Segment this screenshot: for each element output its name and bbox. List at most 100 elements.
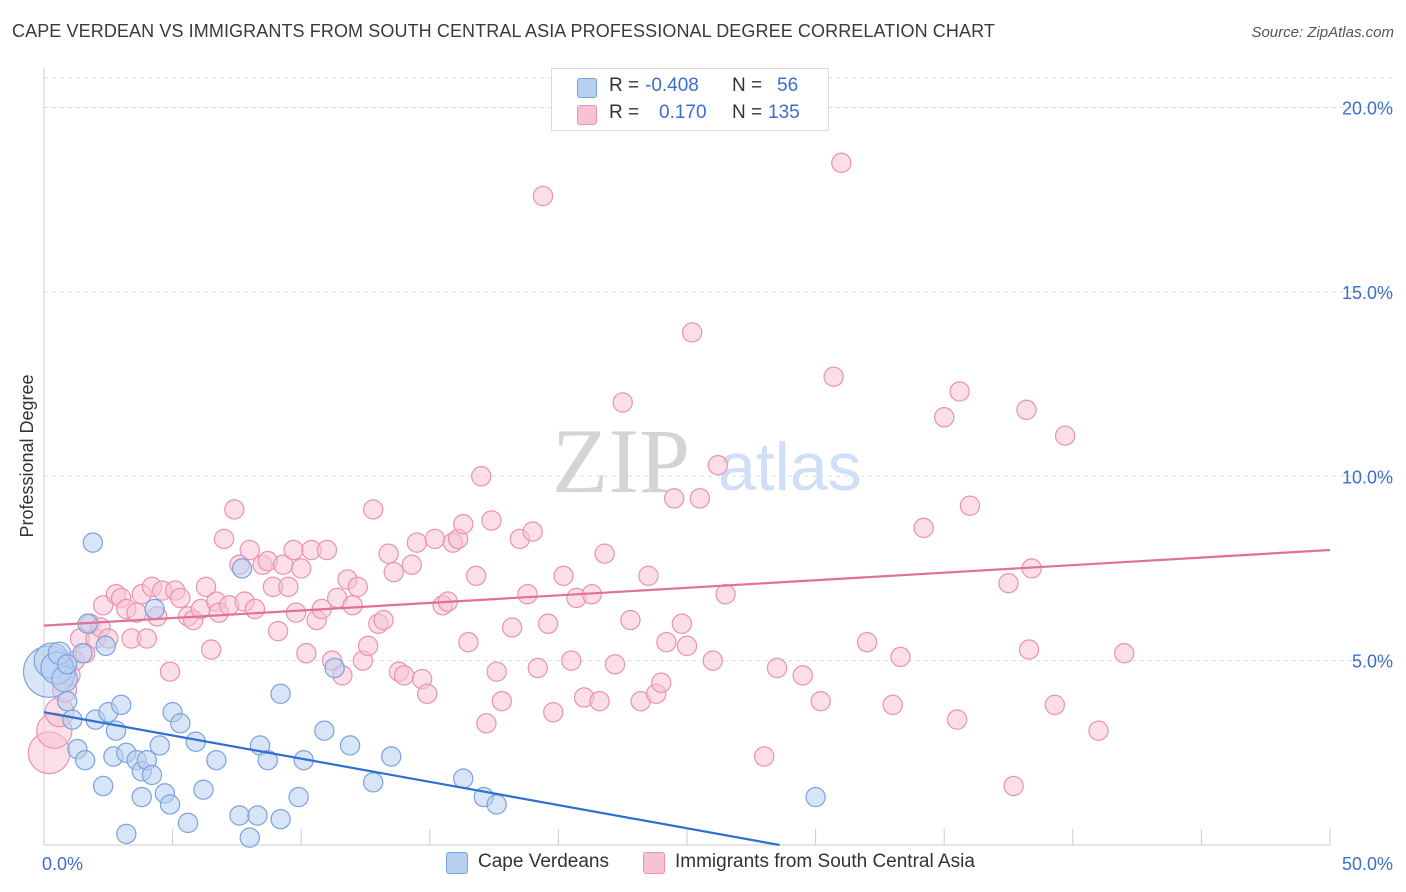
data-point xyxy=(136,628,158,649)
data-point xyxy=(501,617,523,638)
y-tick-label: 20.0% xyxy=(1342,99,1393,119)
data-point xyxy=(458,631,479,653)
data-point xyxy=(424,528,446,550)
stats-row-blue: R = -0.408 N = 56 xyxy=(552,75,828,101)
data-point xyxy=(229,805,250,826)
data-point xyxy=(347,576,368,598)
data-point xyxy=(589,690,610,712)
data-point xyxy=(149,735,170,756)
data-point xyxy=(224,499,245,520)
data-point xyxy=(270,683,291,705)
data-point xyxy=(805,786,826,808)
data-point xyxy=(141,764,163,786)
data-point xyxy=(1003,775,1024,797)
data-point xyxy=(116,823,137,845)
data-point xyxy=(159,661,181,682)
axis-labels: 5.0% 10.0% 15.0% 20.0% 0.0% 50.0% Professional… xyxy=(17,99,1393,875)
data-point xyxy=(1054,425,1076,446)
data-point xyxy=(296,643,317,664)
data-point xyxy=(604,654,626,675)
data-point xyxy=(342,595,363,616)
chart-title: CAPE VERDEAN VS IMMIGRANTS FROM SOUTH CE… xyxy=(12,21,995,41)
x-tick-label: 50.0% xyxy=(1342,854,1393,874)
trend-lines xyxy=(43,548,1331,847)
data-point xyxy=(383,561,404,583)
data-point xyxy=(363,499,384,520)
data-point xyxy=(239,827,260,848)
data-point xyxy=(453,768,474,789)
data-point xyxy=(170,713,191,734)
data-point xyxy=(206,749,227,771)
data-point xyxy=(715,584,736,605)
n-label: N = xyxy=(732,75,763,96)
data-point xyxy=(1016,399,1037,421)
data-point xyxy=(231,558,253,579)
data-point xyxy=(193,779,214,800)
data-point xyxy=(373,609,394,631)
data-point xyxy=(159,794,181,815)
data-point xyxy=(543,702,564,723)
data-point xyxy=(267,620,289,642)
data-point xyxy=(934,407,955,428)
data-point xyxy=(594,543,615,564)
axes xyxy=(43,68,1331,846)
blue-swatch xyxy=(577,78,597,98)
data-point xyxy=(681,322,703,343)
data-point xyxy=(257,749,278,771)
data-point xyxy=(1044,694,1065,716)
data-point xyxy=(1018,639,1040,660)
data-point xyxy=(481,510,502,531)
data-point xyxy=(363,772,384,793)
data-point xyxy=(56,690,78,712)
data-point xyxy=(890,646,911,668)
data-point xyxy=(913,517,934,539)
data-point xyxy=(1088,720,1109,741)
r-label: R = xyxy=(609,102,640,123)
data-point xyxy=(213,528,235,550)
data-point xyxy=(285,602,307,623)
data-point xyxy=(553,565,574,587)
data-point xyxy=(56,654,78,675)
data-point xyxy=(247,805,268,826)
r-label: R = xyxy=(609,75,640,96)
y-axis-title: Professional Degree xyxy=(17,374,37,537)
r-value: 0.170 xyxy=(659,102,707,123)
data-point xyxy=(357,635,379,657)
data-point xyxy=(393,665,415,686)
n-label: N = xyxy=(732,102,763,123)
data-point xyxy=(82,532,104,553)
data-point xyxy=(316,539,338,561)
legend-swatch-blue xyxy=(446,852,468,874)
data-point xyxy=(339,735,361,756)
data-point xyxy=(471,466,492,487)
data-point xyxy=(656,631,677,653)
data-point xyxy=(288,786,309,808)
data-point xyxy=(620,609,641,631)
data-point xyxy=(381,746,402,767)
legend-label: Cape Verdeans xyxy=(478,851,609,872)
data-point xyxy=(144,598,165,620)
data-point xyxy=(291,558,312,579)
data-point xyxy=(753,746,775,767)
pink-trend-line xyxy=(43,548,1331,627)
data-point xyxy=(612,392,633,413)
data-point xyxy=(707,454,729,476)
blue-trend-line xyxy=(43,711,780,847)
data-point xyxy=(831,152,852,174)
data-point xyxy=(810,690,831,712)
pink-series-points xyxy=(27,152,1135,797)
data-point xyxy=(314,720,335,741)
data-point xyxy=(453,513,474,535)
watermark-atlas: atlas xyxy=(718,429,862,505)
y-tick-label: 15.0% xyxy=(1342,283,1393,303)
data-point xyxy=(177,812,199,834)
data-point xyxy=(324,657,345,679)
data-point xyxy=(72,643,93,664)
x-tick-label: 0.0% xyxy=(42,854,83,874)
y-tick-label: 10.0% xyxy=(1342,467,1393,487)
pink-swatch xyxy=(577,105,597,125)
data-point xyxy=(702,650,723,671)
data-point xyxy=(651,672,672,693)
data-point xyxy=(689,488,711,509)
data-point xyxy=(406,532,428,553)
